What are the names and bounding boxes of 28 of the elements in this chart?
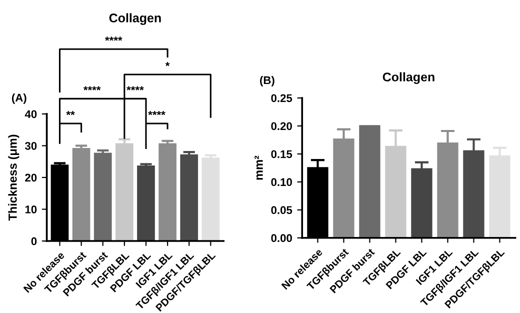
bar	[94, 152, 112, 242]
y-axis-title: Thickness (μm)	[8, 134, 20, 221]
y-tick-label: 0.00	[271, 234, 292, 242]
y-tick-label: 20	[25, 174, 37, 182]
bar	[158, 143, 176, 242]
bar	[72, 148, 90, 242]
y-tick-label: 0.20	[271, 122, 292, 130]
y-tick-label: 0.05	[271, 206, 292, 214]
annotation: ****	[148, 110, 166, 116]
bar	[359, 125, 380, 238]
chart-title: Collagen	[109, 13, 161, 25]
bar	[180, 154, 198, 242]
annotation: **	[66, 110, 75, 116]
y-tick-label: 0	[31, 237, 37, 246]
y-axis-title: mm²	[254, 156, 263, 180]
text: (B)	[260, 76, 274, 86]
bar	[202, 158, 220, 242]
text: (A)	[12, 94, 26, 104]
y-tick-label: 10	[25, 206, 37, 214]
y-tick-label: 40	[24, 110, 37, 118]
y-tick-label: 0.25	[271, 94, 292, 102]
bar	[116, 143, 134, 242]
y-tick-label: 0.15	[271, 150, 292, 158]
text: ****	[105, 36, 122, 41]
chart-title: Collagen	[382, 72, 434, 84]
y-tick-label: 0.10	[271, 178, 292, 186]
bar	[137, 166, 155, 242]
y-tick-label: 30	[24, 142, 37, 150]
